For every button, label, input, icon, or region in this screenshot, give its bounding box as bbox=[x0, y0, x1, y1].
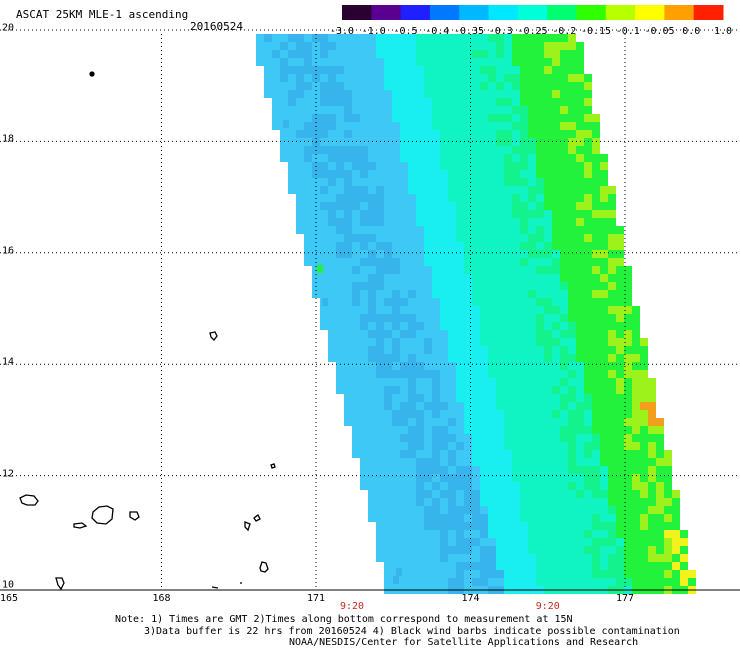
longitude-label: 168 bbox=[152, 593, 171, 604]
scatterometer-swath bbox=[256, 34, 696, 594]
latitude-label: 16 bbox=[2, 245, 15, 257]
island-outline bbox=[244, 521, 251, 532]
colorbar-tick-label: -0.3 bbox=[488, 26, 513, 37]
colorbar-segment bbox=[605, 5, 636, 20]
colorbar-segment bbox=[547, 5, 577, 20]
island-outline bbox=[91, 505, 114, 525]
colorbar-segment bbox=[635, 5, 665, 20]
note-line-2: 3)Data buffer is 22 hrs from 20160524 4)… bbox=[144, 626, 680, 637]
latitude-label: 20 bbox=[2, 22, 15, 34]
note-line-3: NOAA/NESDIS/Center for Satellite Applica… bbox=[289, 637, 639, 648]
island-outline bbox=[270, 463, 276, 469]
island-outline bbox=[89, 71, 95, 77]
colorbar-segment bbox=[664, 5, 695, 20]
colorbar-segment bbox=[400, 5, 431, 20]
island-outlines bbox=[19, 71, 276, 591]
island-outline bbox=[129, 511, 140, 521]
colorbar-tick-label: -0.2 bbox=[552, 26, 577, 37]
colorbar-tick-label: -0.05 bbox=[644, 26, 675, 37]
island-outline bbox=[211, 586, 219, 589]
note-line-1: Note: 1) Times are GMT 2)Times along bot… bbox=[115, 614, 573, 625]
colorbar-segment bbox=[488, 5, 519, 20]
pass-time-label: 9:20 bbox=[535, 601, 560, 612]
island-outline bbox=[19, 494, 39, 506]
colorbar-tick-label: -0.4 bbox=[425, 26, 450, 37]
longitude-label: 171 bbox=[306, 593, 326, 604]
latitude-label: 14 bbox=[2, 356, 15, 368]
island-outline bbox=[55, 577, 65, 591]
latitude-label: 12 bbox=[2, 468, 15, 480]
island-outline bbox=[73, 522, 88, 529]
colorbar-tick-label: -3.0 bbox=[329, 26, 355, 37]
pass-time-label: 9:20 bbox=[340, 601, 365, 612]
colorbar-segment bbox=[517, 5, 548, 20]
colorbar-tick-label: -0.25 bbox=[517, 26, 548, 37]
colorbar-tick-label: -0.1 bbox=[615, 26, 640, 37]
island-outline bbox=[209, 331, 218, 341]
colorbar-segment bbox=[576, 5, 607, 20]
lat-lon-grid bbox=[0, 29, 740, 590]
longitude-label: 177 bbox=[615, 593, 635, 604]
latitude-label: 18 bbox=[2, 133, 15, 145]
longitude-label: 165 bbox=[0, 593, 19, 604]
colorbar-tick-label: -1.0 bbox=[361, 26, 386, 37]
latitude-label: 10 bbox=[2, 579, 15, 591]
colorbar-tick-label: 1.0 bbox=[713, 26, 733, 37]
colorbar-tick-label: 0.0 bbox=[682, 26, 701, 37]
colorbar-segment bbox=[693, 5, 724, 20]
island-outline bbox=[259, 561, 269, 573]
colorbar-segment bbox=[429, 5, 460, 20]
colorbar-tick-label: -0.15 bbox=[580, 26, 612, 37]
product-title: ASCAT 25KM MLE-1 ascending bbox=[16, 8, 189, 21]
longitude-label: 174 bbox=[461, 593, 480, 604]
colorbar-tick-label: -0.35 bbox=[453, 26, 485, 37]
colorbar-segment bbox=[459, 5, 490, 20]
colorbar bbox=[342, 5, 724, 20]
colorbar-tick-label: -0.5 bbox=[393, 26, 418, 37]
island-outline bbox=[253, 514, 261, 522]
colorbar-segment bbox=[342, 5, 372, 20]
colorbar-segment bbox=[371, 5, 402, 20]
product-date: 20160524 bbox=[190, 20, 243, 33]
